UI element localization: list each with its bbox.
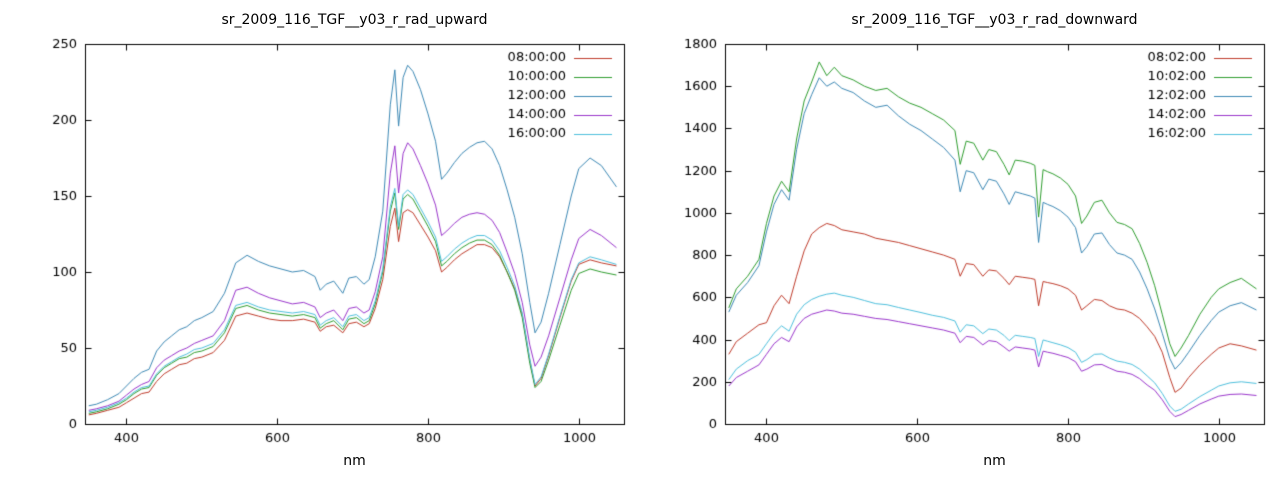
upward-chart-canvas: [0, 30, 640, 448]
x-axis-label-downward: nm: [983, 453, 1006, 469]
downward-chart-canvas: [640, 30, 1280, 448]
chart-title-downward: sr_2009_116_TGF__y03_r_rad_downward: [851, 12, 1138, 28]
chart-panel-downward: sr_2009_116_TGF__y03_r_rad_downward nm: [640, 0, 1280, 480]
x-axis-label-upward: nm: [343, 453, 366, 469]
chart-title-upward: sr_2009_116_TGF__y03_r_rad_upward: [221, 12, 488, 28]
chart-panel-upward: sr_2009_116_TGF__y03_r_rad_upward nm: [0, 12, 640, 469]
